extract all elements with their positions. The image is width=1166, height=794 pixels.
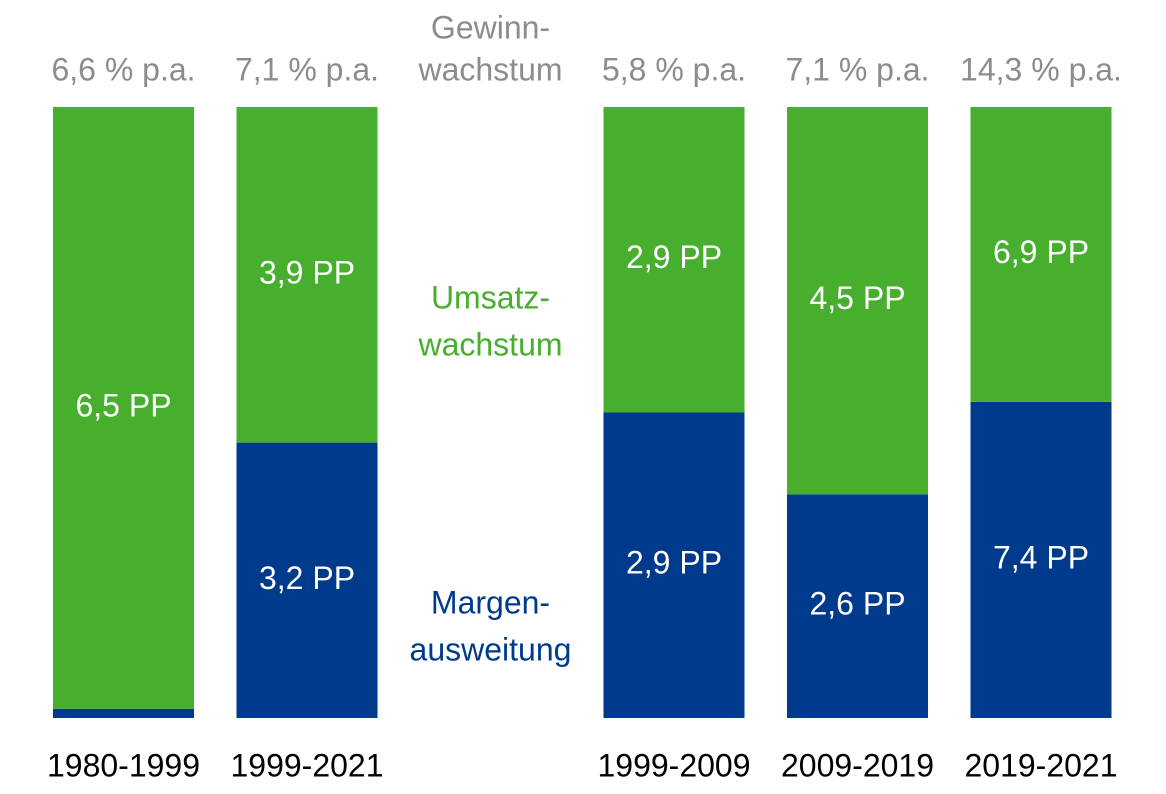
- total-label: 7,1 % p.a.: [785, 51, 929, 87]
- value-label: 2,9 PP: [626, 239, 722, 275]
- legend-label: Umsatz-: [431, 279, 550, 315]
- x-tick-label: 1999-2021: [230, 747, 383, 783]
- total-label: 6,6 % p.a.: [51, 51, 195, 87]
- bar-segment: [236, 107, 378, 443]
- legend-label: wachstum: [417, 326, 562, 362]
- x-tick-label: 2009-2019: [781, 747, 934, 783]
- bar-segment: [970, 107, 1112, 402]
- value-label: 6,9 PP: [993, 234, 1089, 270]
- value-label: 7,4 PP: [993, 539, 1089, 575]
- bar-segment: [53, 107, 194, 709]
- bar-segment: [603, 107, 745, 413]
- bar-segment: [236, 442, 378, 718]
- bar-segment: [970, 401, 1112, 718]
- value-label: 2,6 PP: [809, 586, 905, 622]
- totals-name: wachstum: [417, 51, 562, 87]
- legend-label: Margen-: [431, 584, 550, 620]
- legend-label: ausweitung: [410, 631, 572, 667]
- total-label: 5,8 % p.a.: [602, 51, 746, 87]
- bar-segment: [787, 107, 928, 495]
- bar-segment: [603, 412, 745, 718]
- bar-segment: [53, 708, 194, 718]
- value-label: 2,9 PP: [626, 545, 722, 581]
- value-label: 6,5 PP: [75, 387, 171, 423]
- bar-segment: [787, 494, 928, 718]
- x-tick-label: 2019-2021: [964, 747, 1117, 783]
- value-label: 4,5 PP: [809, 280, 905, 316]
- value-label: 3,2 PP: [259, 560, 355, 596]
- value-label: 3,9 PP: [259, 254, 355, 290]
- total-label: 7,1 % p.a.: [235, 51, 379, 87]
- x-tick-label: 1999-2009: [597, 747, 750, 783]
- totals-name: Gewinn-: [431, 9, 550, 45]
- x-tick-label: 1980-1999: [47, 747, 200, 783]
- total-label: 14,3 % p.a.: [960, 51, 1122, 87]
